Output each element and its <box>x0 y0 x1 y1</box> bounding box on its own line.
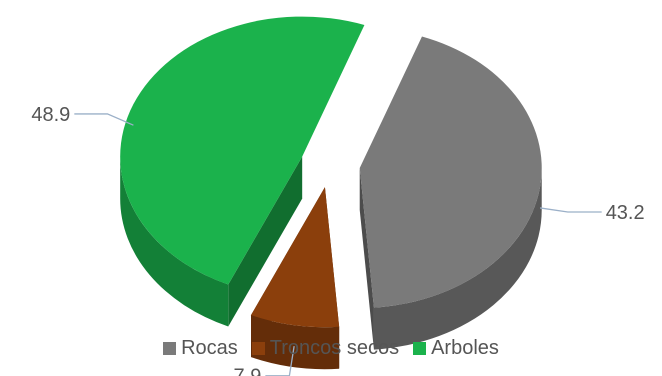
legend-swatch-troncos-secos <box>251 341 265 355</box>
leader-line-arboles <box>74 113 134 126</box>
slice-cut-face <box>228 156 303 327</box>
pie-slice-troncos-secos[interactable] <box>251 187 340 370</box>
legend-label-arboles: Arboles <box>431 336 499 359</box>
data-label-troncos-secos: 7.9 <box>234 366 262 376</box>
legend-label-troncos-secos: Troncos secos <box>269 336 400 359</box>
pie-slice-rocas[interactable] <box>359 36 542 350</box>
data-label-arboles: 48.9 <box>31 104 70 126</box>
data-label-rocas: 43.2 <box>606 202 645 224</box>
slice-side-wall <box>251 315 340 370</box>
legend-item-arboles[interactable]: Arboles <box>413 337 499 360</box>
slice-top-face <box>120 16 365 285</box>
legend-item-rocas[interactable]: Rocas <box>163 337 238 360</box>
legend-swatch-rocas <box>163 341 177 355</box>
slice-top-face <box>251 187 340 328</box>
legend-swatch-arboles <box>413 341 427 355</box>
pie-slice-arboles[interactable] <box>120 16 365 327</box>
slice-side-wall <box>373 168 542 350</box>
slice-cut-face <box>359 168 374 350</box>
slice-top-face <box>359 36 542 308</box>
slice-side-wall <box>120 156 229 327</box>
leader-line-rocas <box>539 207 602 213</box>
legend-label-rocas: Rocas <box>181 336 238 359</box>
legend: Rocas Troncos secos Arboles <box>0 332 662 364</box>
legend-item-troncos-secos[interactable]: Troncos secos <box>251 336 400 360</box>
